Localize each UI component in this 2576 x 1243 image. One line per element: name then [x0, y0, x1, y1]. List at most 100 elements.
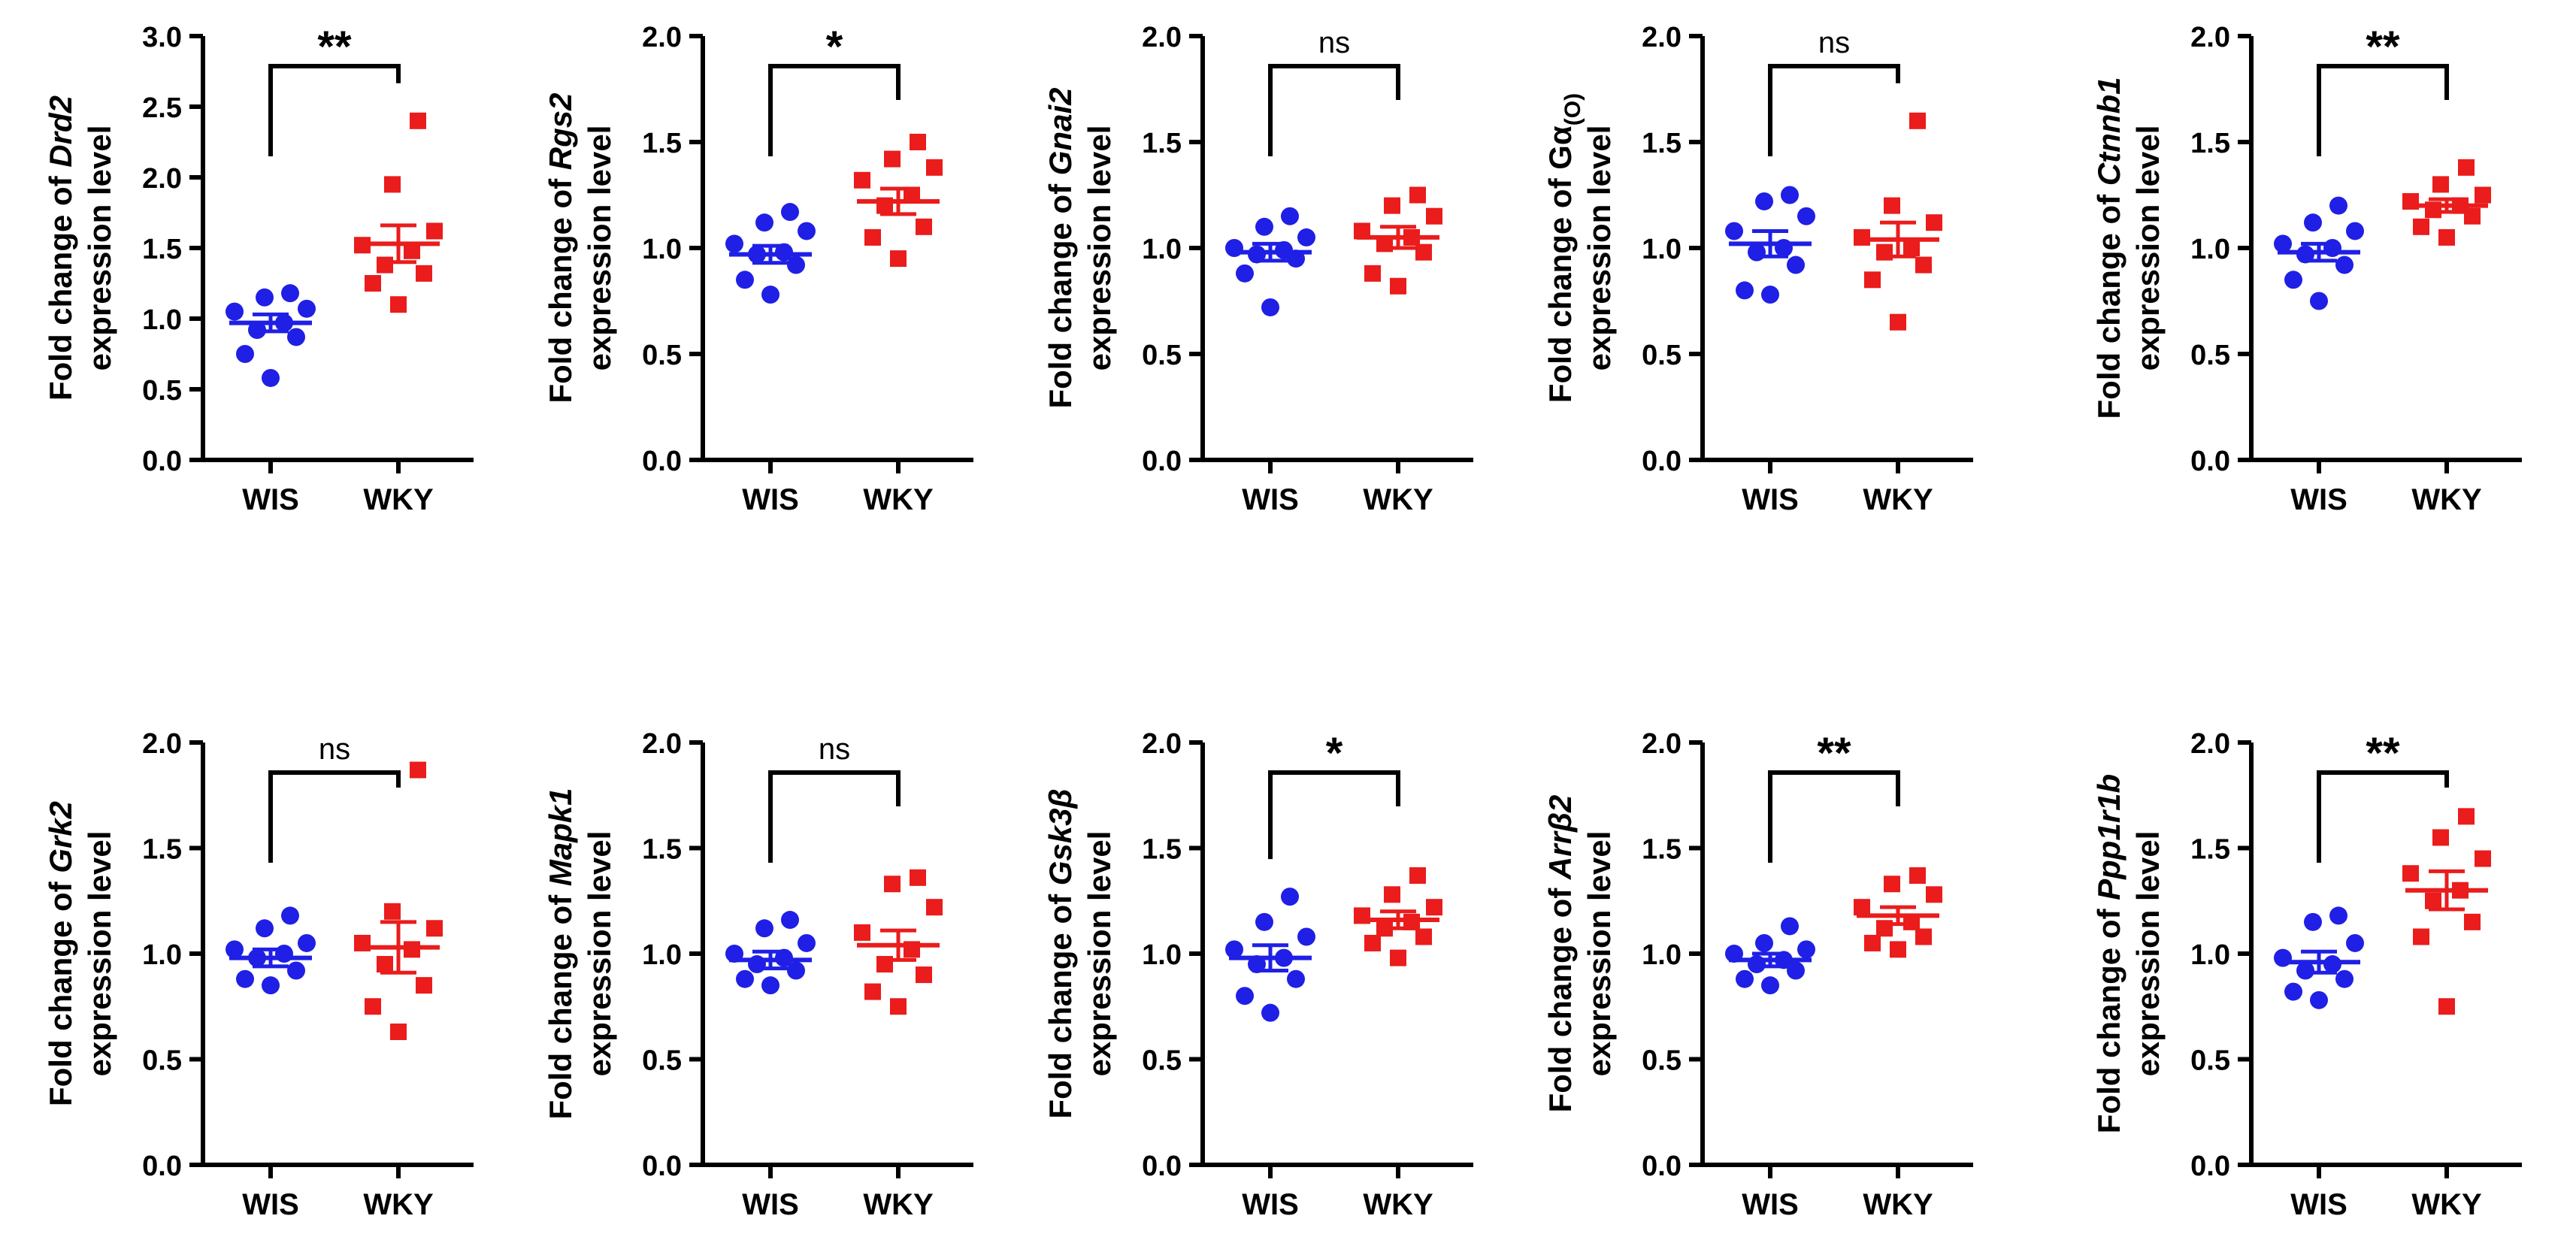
- data-point: [1281, 888, 1299, 906]
- data-point: [787, 256, 805, 274]
- data-point: [377, 956, 393, 973]
- x-tick-label: WIS: [2290, 483, 2347, 516]
- y-tick-label: 1.5: [642, 834, 682, 866]
- data-point: [1426, 207, 1442, 225]
- data-point: [755, 213, 773, 232]
- y-tick-label: 0.0: [642, 1151, 682, 1182]
- y-tick-label: 1.0: [1642, 939, 1682, 971]
- x-tick-label: WKY: [863, 1188, 934, 1221]
- y-tick-label: 0.5: [1642, 1045, 1682, 1077]
- data-point: [2296, 961, 2314, 980]
- data-point: [1909, 867, 1926, 885]
- x-tick-label: WKY: [1863, 483, 1933, 516]
- data-point: [2329, 196, 2347, 215]
- y-axis-label: Fold change of Mapk1 expression level: [543, 788, 617, 1119]
- data-point: [916, 966, 932, 984]
- data-point: [365, 275, 381, 292]
- data-point: [281, 284, 299, 303]
- data-point: [1255, 217, 1273, 236]
- y-axis-label: Fold change of Ctnnb1 expression level: [2091, 77, 2166, 419]
- data-point: [884, 876, 901, 893]
- data-point: [1390, 277, 1406, 295]
- gene-subscript: (O): [1560, 93, 1585, 126]
- chart-panel-g: 0.0 0.5 1.0 1.5 2.0 WIS WKY Fold change of Gα(O…: [1542, 22, 1973, 516]
- x-tick-label: WIS: [1242, 1188, 1299, 1221]
- data-point: [262, 976, 280, 995]
- data-point: [2438, 228, 2455, 246]
- significance-label: **: [2366, 729, 2400, 778]
- significance-label: **: [1817, 729, 1851, 778]
- y-axis-label: Fold change of Grk2 expression level: [43, 801, 117, 1106]
- y-tick-label: 1.0: [642, 234, 682, 265]
- data-point: [1415, 928, 1432, 945]
- data-point: [1297, 927, 1315, 946]
- data-point: [1261, 298, 1279, 316]
- data-point: [226, 940, 244, 959]
- y-tick-label: 2.0: [142, 728, 182, 760]
- x-tick-label: WKY: [2411, 1188, 2482, 1221]
- data-point: [926, 899, 943, 916]
- data-point: [1761, 286, 1779, 304]
- data-point: [1725, 222, 1743, 240]
- data-point: [384, 903, 401, 920]
- significance-label: ns: [819, 733, 850, 766]
- data-point: [1426, 899, 1442, 916]
- data-point: [1236, 264, 1254, 283]
- data-point: [2346, 222, 2364, 240]
- data-point: [298, 299, 316, 318]
- y-tick-label: 0.5: [1642, 340, 1682, 371]
- y-tick-label: 1.0: [142, 939, 182, 971]
- y-tick-label: 1.0: [1142, 234, 1182, 265]
- data-point: [2346, 933, 2364, 952]
- data-point: [236, 345, 254, 363]
- data-point: [1390, 949, 1406, 966]
- significance-bracket: [768, 64, 901, 156]
- data-point: [864, 983, 881, 1000]
- significance-label: ns: [1318, 26, 1350, 59]
- chart-panel-rgs2: 0.0 0.5 1.0 1.5 2.0 WIS WKY Fold change of Rgs2…: [543, 22, 973, 516]
- data-point: [410, 112, 426, 129]
- significance-bracket: [768, 770, 901, 863]
- y-tick-label: 0.5: [2190, 340, 2230, 371]
- data-point: [404, 242, 420, 259]
- y-tick-label: 1.5: [142, 234, 182, 265]
- data-point: [1261, 1003, 1279, 1022]
- data-point: [1384, 197, 1400, 214]
- data-point: [2274, 234, 2292, 253]
- data-point: [410, 761, 426, 779]
- data-point: [798, 933, 816, 952]
- y-tick-label: 1.5: [1642, 834, 1682, 866]
- x-tick-label: WKY: [1363, 483, 1433, 516]
- gene-name: Drd2: [43, 95, 78, 168]
- data-point: [236, 969, 254, 988]
- data-point: [1926, 214, 1942, 231]
- y-tick-label: 1.0: [2190, 939, 2230, 971]
- data-point: [281, 906, 299, 925]
- gene-name: Ppp1r1b: [2091, 774, 2126, 900]
- y-tick-label: 0.0: [142, 446, 182, 477]
- y-tick-label: 0.5: [142, 375, 182, 407]
- significance-bracket: [1268, 64, 1400, 156]
- chart-panel-gnai2: 0.0 0.5 1.0 1.5 2.0 WIS WKY Fold change of Gnai…: [1043, 22, 1473, 516]
- data-point: [1736, 281, 1754, 300]
- data-point: [781, 911, 799, 930]
- data-point: [1926, 886, 1942, 903]
- data-point: [1255, 912, 1273, 931]
- data-point: [2425, 892, 2441, 909]
- x-tick-label: WIS: [742, 1188, 799, 1221]
- gene-name: Arrβ2: [1542, 795, 1578, 880]
- data-point: [2284, 982, 2302, 1001]
- y-tick-label: 1.0: [2190, 234, 2230, 265]
- chart-panel-ctnnb1: 0.0 0.5 1.0 1.5 2.0 WIS WKY Fold change of Ctnn…: [2091, 22, 2522, 516]
- data-point: [1787, 961, 1805, 980]
- data-point: [926, 159, 943, 176]
- y-tick-label: 0.0: [2190, 1151, 2230, 1182]
- y-tick-label: 0.0: [2190, 446, 2230, 477]
- y-tick-label: 0.5: [2190, 1045, 2230, 1077]
- chart-panel-grk2: 0.0 0.5 1.0 1.5 2.0 WIS WKY Fold change of Grk2…: [43, 728, 474, 1221]
- significance-label: ns: [1818, 26, 1850, 59]
- data-point: [2284, 271, 2302, 289]
- x-tick-label: WIS: [1242, 483, 1299, 516]
- data-point: [798, 222, 816, 240]
